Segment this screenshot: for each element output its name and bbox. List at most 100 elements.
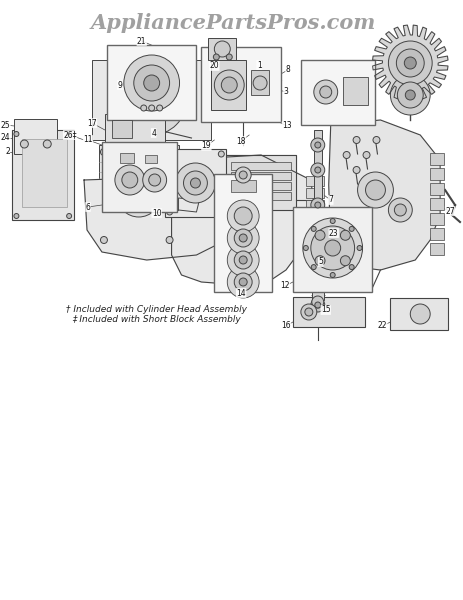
Circle shape [357, 245, 361, 251]
Circle shape [100, 236, 107, 244]
Circle shape [403, 57, 415, 69]
Bar [429, 183, 443, 195]
Circle shape [218, 209, 224, 215]
Circle shape [234, 251, 251, 269]
Bar [201, 47, 281, 122]
Bar [231, 180, 256, 192]
Bar [429, 168, 443, 180]
Bar [311, 265, 323, 300]
Circle shape [349, 265, 353, 269]
Circle shape [214, 70, 244, 100]
Circle shape [389, 75, 429, 115]
Text: 1: 1 [256, 61, 261, 70]
Circle shape [394, 204, 406, 216]
Circle shape [133, 65, 169, 101]
Text: 10: 10 [151, 208, 161, 217]
Circle shape [122, 172, 138, 188]
Circle shape [218, 151, 224, 157]
Bar [231, 182, 290, 190]
Polygon shape [178, 198, 199, 212]
Circle shape [221, 77, 237, 93]
Bar [305, 236, 323, 246]
Bar [429, 198, 443, 210]
Circle shape [388, 198, 412, 222]
Circle shape [310, 298, 324, 312]
Bar [105, 114, 164, 142]
Bar [429, 228, 443, 240]
Circle shape [156, 105, 162, 111]
Text: 22: 22 [377, 322, 386, 331]
Circle shape [310, 198, 324, 212]
Circle shape [388, 41, 431, 85]
Circle shape [117, 65, 186, 135]
Circle shape [349, 226, 353, 232]
Circle shape [310, 263, 324, 277]
Circle shape [124, 55, 179, 111]
Text: 14: 14 [236, 289, 245, 298]
Text: 8: 8 [285, 65, 290, 74]
Circle shape [343, 151, 350, 158]
Circle shape [365, 180, 385, 200]
Bar [292, 207, 372, 292]
Circle shape [311, 226, 315, 232]
Text: 2: 2 [5, 148, 10, 157]
Circle shape [311, 265, 315, 269]
Circle shape [314, 256, 324, 266]
Circle shape [43, 140, 51, 148]
Bar [208, 38, 236, 60]
Circle shape [357, 172, 393, 208]
Circle shape [310, 163, 324, 177]
Circle shape [253, 76, 267, 90]
Polygon shape [221, 155, 295, 210]
Circle shape [372, 136, 379, 143]
Bar [305, 200, 323, 210]
Text: 12: 12 [280, 281, 289, 290]
Bar [102, 142, 176, 212]
Circle shape [340, 256, 350, 266]
Text: 27: 27 [444, 206, 454, 215]
Bar [214, 174, 271, 292]
Circle shape [409, 304, 429, 324]
Circle shape [362, 151, 369, 158]
Text: 24: 24 [0, 133, 10, 142]
Bar [305, 212, 335, 220]
Circle shape [303, 245, 308, 251]
Circle shape [124, 180, 153, 210]
Bar [305, 260, 323, 270]
Text: 11: 11 [83, 136, 93, 145]
Circle shape [234, 273, 251, 291]
Circle shape [117, 173, 160, 217]
Circle shape [319, 86, 331, 98]
Circle shape [166, 236, 173, 244]
Polygon shape [84, 175, 223, 260]
Circle shape [190, 178, 200, 188]
Circle shape [227, 222, 258, 254]
Circle shape [234, 207, 251, 225]
Bar [305, 188, 323, 198]
Circle shape [213, 54, 219, 60]
Bar [429, 153, 443, 165]
Circle shape [126, 75, 176, 125]
Circle shape [314, 202, 320, 208]
Circle shape [139, 88, 163, 112]
Circle shape [146, 95, 156, 105]
Text: 3: 3 [283, 88, 288, 97]
Circle shape [183, 171, 207, 195]
Circle shape [214, 41, 230, 57]
Circle shape [395, 49, 423, 77]
Bar [231, 172, 290, 180]
Circle shape [330, 272, 334, 277]
Circle shape [148, 105, 154, 111]
Bar [99, 145, 178, 245]
Circle shape [14, 131, 19, 136]
Bar [292, 297, 364, 327]
Circle shape [115, 165, 144, 195]
Bar [211, 60, 246, 110]
Bar [119, 153, 133, 163]
Circle shape [67, 214, 71, 218]
Bar [231, 192, 290, 200]
Circle shape [14, 214, 19, 218]
Circle shape [330, 218, 334, 223]
Polygon shape [328, 120, 439, 270]
Text: 20: 20 [209, 61, 219, 70]
